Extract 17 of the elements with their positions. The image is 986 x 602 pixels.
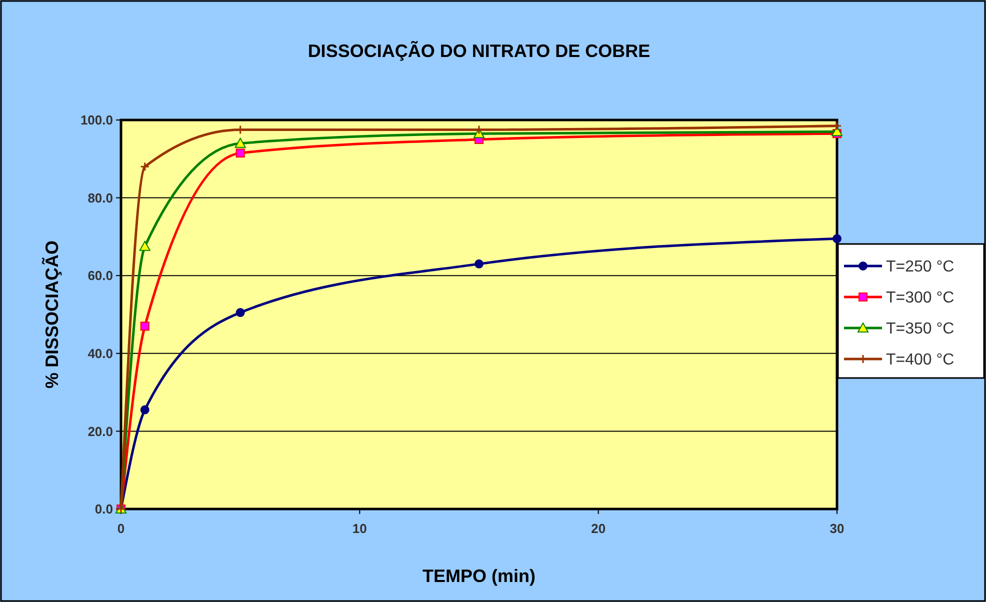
y-tick-label: 20.0 [88, 424, 113, 439]
x-axis-title: TEMPO (min) [422, 566, 536, 586]
x-tick-label: 30 [830, 521, 844, 536]
x-tick-label: 10 [352, 521, 367, 536]
chart-title: DISSOCIAÇÃO DO NITRATO DE COBRE [308, 40, 650, 61]
x-tick-label: 0 [117, 521, 125, 536]
legend-label: T=400 °C [886, 352, 954, 369]
legend-label: T=250 °C [886, 258, 954, 276]
x-tick-label: 20 [591, 521, 606, 536]
y-tick-label: 40.0 [88, 346, 113, 361]
y-tick-label: 60.0 [88, 268, 113, 284]
y-tick-label: 0.0 [94, 502, 113, 517]
y-tick-label: 100.0 [80, 112, 113, 128]
y-axis-title: % DISSOCIAÇÃO [41, 240, 62, 389]
legend-label: T=300 °C [886, 290, 954, 307]
legend-label: T=350 °C [886, 320, 954, 338]
y-tick-label: 80.0 [88, 190, 113, 206]
